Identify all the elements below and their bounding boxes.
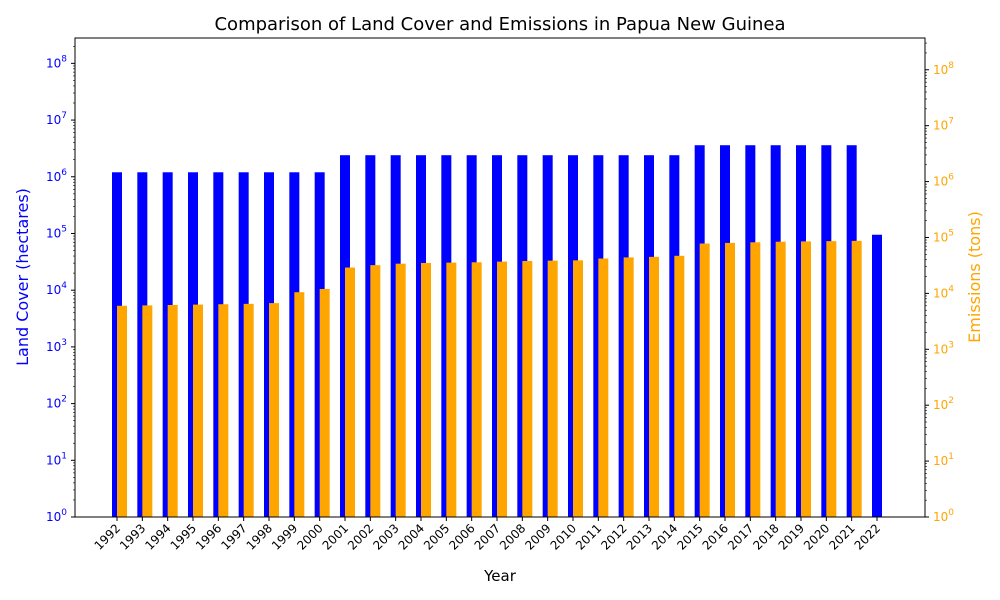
emissions-bar-2004 (421, 262, 431, 517)
x-tick-label-2015: 2015 (674, 521, 705, 552)
emissions-bar-2020 (826, 241, 837, 517)
emissions-bar-1995 (193, 304, 203, 517)
emissions-bar-2009 (547, 260, 558, 517)
right-y-tick-label-8: 108 (933, 61, 954, 77)
y-axis-label-left: Land Cover (hectares) (13, 188, 32, 366)
x-tick-label-2005: 2005 (421, 521, 452, 552)
x-tick-label-2020: 2020 (801, 521, 832, 552)
right-y-tick-label-1: 101 (933, 452, 954, 468)
emissions-bar-2001 (345, 267, 355, 517)
emissions-bar-2016 (725, 242, 735, 517)
left-y-tick-label-1: 101 (46, 451, 67, 467)
x-tick-label-1994: 1994 (142, 521, 173, 552)
x-tick-label-2018: 2018 (750, 521, 781, 552)
x-tick-label-2021: 2021 (826, 521, 857, 552)
x-tick-label-2011: 2011 (573, 521, 604, 552)
right-y-tick-label-2: 102 (933, 396, 954, 412)
y-axis-label-right: Emissions (tons) (965, 211, 984, 343)
left-y-tick-label-5: 105 (46, 224, 67, 240)
x-tick-label-2013: 2013 (624, 521, 655, 552)
right-y-tick-label-3: 103 (933, 340, 954, 356)
emissions-bar-2006 (471, 262, 482, 517)
x-axis-label: Year (483, 567, 517, 585)
left-y-tick-label-2: 102 (46, 395, 67, 411)
emissions-bar-2003 (395, 263, 406, 517)
emissions-bar-1999 (294, 292, 305, 517)
left-y-tick-label-6: 106 (46, 168, 67, 184)
x-tick-label-2017: 2017 (725, 521, 756, 552)
left-y-tick-label-3: 103 (46, 338, 67, 354)
left-y-tick-label-8: 108 (46, 54, 67, 70)
right-y-tick-label-6: 106 (933, 173, 954, 189)
right-y-tick-label-4: 104 (933, 284, 954, 300)
emissions-bar-2000 (319, 288, 330, 517)
x-tick-label-1999: 1999 (269, 521, 300, 552)
bars-layer (112, 145, 882, 518)
x-tick-label-2004: 2004 (396, 521, 427, 552)
emissions-bar-2005 (446, 262, 457, 517)
left-y-tick-label-7: 107 (46, 111, 67, 127)
x-tick-label-2012: 2012 (598, 521, 629, 552)
x-tick-label-1995: 1995 (168, 521, 199, 552)
right-y-tick-label-0: 100 (933, 508, 954, 524)
x-tick-label-1997: 1997 (218, 521, 249, 552)
emissions-bar-2011 (598, 258, 609, 517)
right-y-tick-label-5: 105 (933, 228, 954, 244)
emissions-bar-2008 (522, 260, 533, 517)
x-tick-label-2001: 2001 (320, 521, 351, 552)
x-tick-label-2019: 2019 (776, 521, 807, 552)
emissions-bar-2012 (623, 257, 634, 517)
emissions-bar-2013 (649, 256, 659, 517)
emissions-bar-2021 (851, 240, 862, 518)
emissions-bar-2010 (573, 260, 583, 517)
x-tick-label-1998: 1998 (244, 521, 275, 552)
emissions-bar-1997 (243, 303, 254, 517)
x-tick-label-2002: 2002 (345, 521, 376, 552)
plot-frame (74, 37, 926, 518)
x-tick-label-2016: 2016 (700, 521, 731, 552)
x-tick-label-2000: 2000 (294, 521, 325, 552)
x-tick-label-1996: 1996 (193, 521, 224, 552)
right-y-tick-label-7: 107 (933, 117, 954, 133)
emissions-bar-1994 (167, 304, 178, 517)
land-cover-bar-2022 (872, 234, 882, 518)
emissions-bar-2007 (497, 261, 507, 517)
x-tick-label-2007: 2007 (472, 521, 503, 552)
x-tick-label-2009: 2009 (522, 521, 553, 552)
emissions-bar-2018 (775, 241, 786, 517)
x-tick-label-1992: 1992 (92, 521, 123, 552)
emissions-bar-1993 (142, 305, 153, 517)
emissions-bar-2002 (370, 265, 381, 517)
chart-title: Comparison of Land Cover and Emissions i… (214, 14, 785, 35)
x-tick-label-2022: 2022 (852, 521, 883, 552)
emissions-bar-2019 (801, 241, 811, 518)
emissions-bar-1992 (117, 305, 127, 517)
x-tick-label-2008: 2008 (497, 521, 528, 552)
x-tick-label-1993: 1993 (117, 521, 148, 552)
left-y-tick-label-0: 100 (46, 508, 67, 524)
emissions-bar-1998 (269, 303, 279, 517)
x-tick-label-2014: 2014 (649, 521, 680, 552)
emissions-bar-2017 (750, 242, 761, 518)
emissions-bar-1996 (218, 304, 229, 517)
left-y-tick-label-4: 104 (46, 281, 67, 297)
emissions-bar-2015 (699, 243, 710, 517)
x-tick-label-2003: 2003 (370, 521, 401, 552)
x-tick-label-2010: 2010 (548, 521, 579, 552)
x-tick-label-2006: 2006 (446, 521, 477, 552)
emissions-bar-2014 (674, 255, 685, 517)
